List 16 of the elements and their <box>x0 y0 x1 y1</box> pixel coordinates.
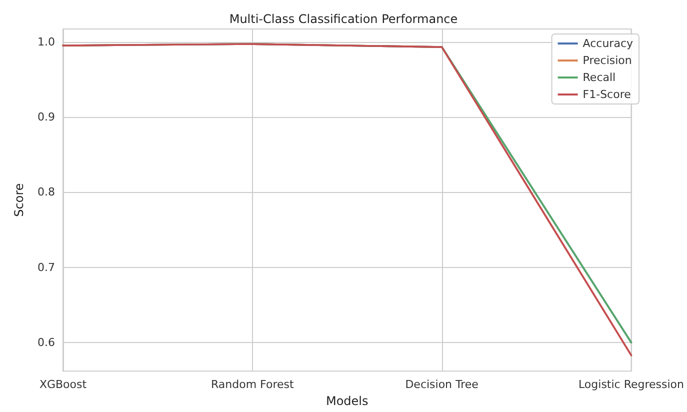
y-tick-label: 0.9 <box>38 110 55 124</box>
legend-label: Precision <box>582 54 632 67</box>
y-tick-label: 0.6 <box>38 336 55 350</box>
y-axis-title: Score <box>12 183 26 217</box>
x-tick-label: Logistic Regression <box>578 378 684 392</box>
y-tick-label: 0.8 <box>38 186 55 199</box>
chart-title: Multi-Class Classification Performance <box>229 12 458 26</box>
legend-label: Recall <box>582 71 616 84</box>
legend-label: Accuracy <box>582 37 634 50</box>
x-tick-label: Decision Tree <box>405 378 479 392</box>
legend-label: F1-Score <box>582 88 632 101</box>
x-tick-label: Random Forest <box>211 378 294 392</box>
x-tick-label: XGBoost <box>39 378 88 392</box>
y-tick-label: 1.0 <box>38 35 55 48</box>
x-axis-title: Models <box>326 394 368 408</box>
y-tick-label: 0.7 <box>38 260 55 274</box>
